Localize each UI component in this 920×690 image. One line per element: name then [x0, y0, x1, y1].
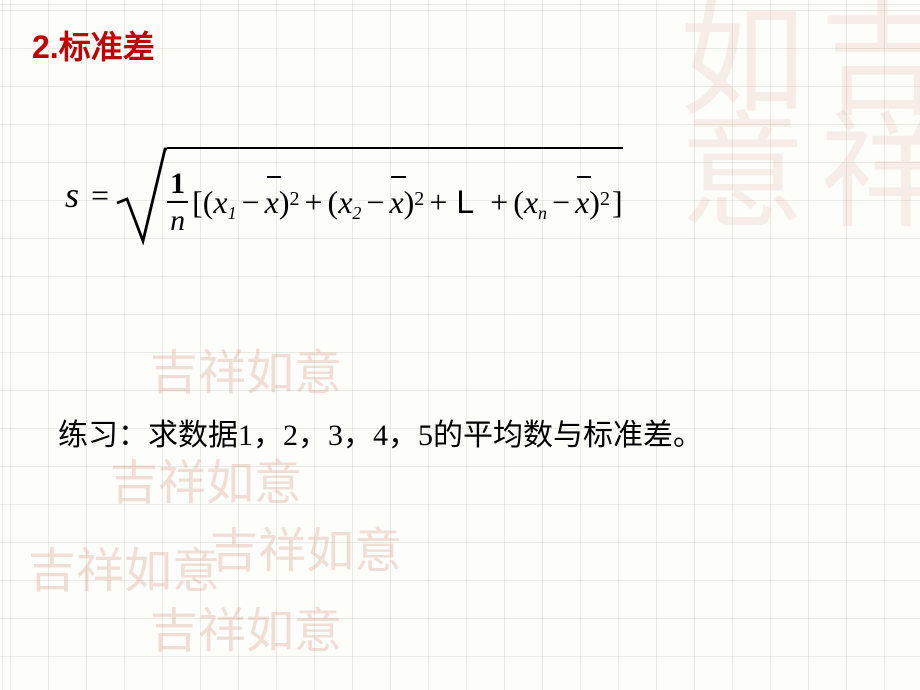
- watermark-seal: 吉祥如意: [150, 608, 342, 656]
- watermark-seal: 吉祥如意: [28, 548, 220, 596]
- lparen: (: [328, 184, 339, 221]
- section-title: 2.标准差: [32, 22, 155, 68]
- watermark-seal: 吉祥如意: [150, 350, 342, 398]
- var-x: x: [524, 184, 538, 221]
- var-x: x: [338, 184, 352, 221]
- squared: 2: [600, 188, 610, 211]
- frac-den: n: [170, 203, 185, 237]
- ellipsis: L: [456, 184, 474, 221]
- term-1: [( x1 − x )2: [192, 184, 299, 221]
- exercise-text: 练习：求数据1，2，3，4，5的平均数与标准差。: [58, 410, 703, 454]
- squared: 2: [414, 188, 424, 211]
- plus: +: [304, 184, 322, 221]
- watermark-corner: 吉祥 如意: [660, 0, 920, 230]
- rparen: ): [279, 184, 290, 221]
- rparen: ): [404, 184, 415, 221]
- equals-sign: =: [91, 177, 109, 214]
- fraction-1-over-n: 1 n: [167, 168, 188, 237]
- frac-num: 1: [167, 168, 188, 204]
- watermark-seal: 吉祥如意: [210, 528, 402, 576]
- title-number: 2.: [32, 29, 59, 65]
- title-text: 标准差: [59, 29, 155, 65]
- radicand: 1 n [( x1 − x )2 + ( x2 − x )2 + L + (: [167, 147, 623, 245]
- square-root: 1 n [( x1 − x )2 + ( x2 − x )2 + L + (: [115, 145, 623, 245]
- x-bar: x: [389, 184, 403, 221]
- var-x: x: [213, 184, 227, 221]
- right-bracket: ]: [612, 184, 623, 221]
- term-n: ( xn − x )2: [513, 184, 610, 221]
- watermark-seal: 吉祥如意: [110, 460, 302, 508]
- plus: +: [490, 184, 508, 221]
- plus: +: [429, 184, 447, 221]
- sub-1: 1: [228, 203, 237, 224]
- x-bar: x: [575, 184, 589, 221]
- minus: −: [366, 184, 384, 221]
- minus: −: [242, 184, 260, 221]
- minus: −: [552, 184, 570, 221]
- term-2: ( x2 − x )2: [328, 184, 425, 221]
- sub-n: n: [538, 203, 547, 224]
- x-bar: x: [265, 184, 279, 221]
- lparen: (: [513, 184, 524, 221]
- rparen: ): [589, 184, 600, 221]
- var-s: s: [65, 174, 79, 216]
- stddev-formula: s = 1 n [( x1 − x )2 + ( x2 − x )2: [65, 145, 623, 245]
- radical-icon: [115, 145, 167, 245]
- sub-2: 2: [352, 203, 361, 224]
- squared: 2: [289, 188, 299, 211]
- left-bracket: [(: [192, 184, 213, 221]
